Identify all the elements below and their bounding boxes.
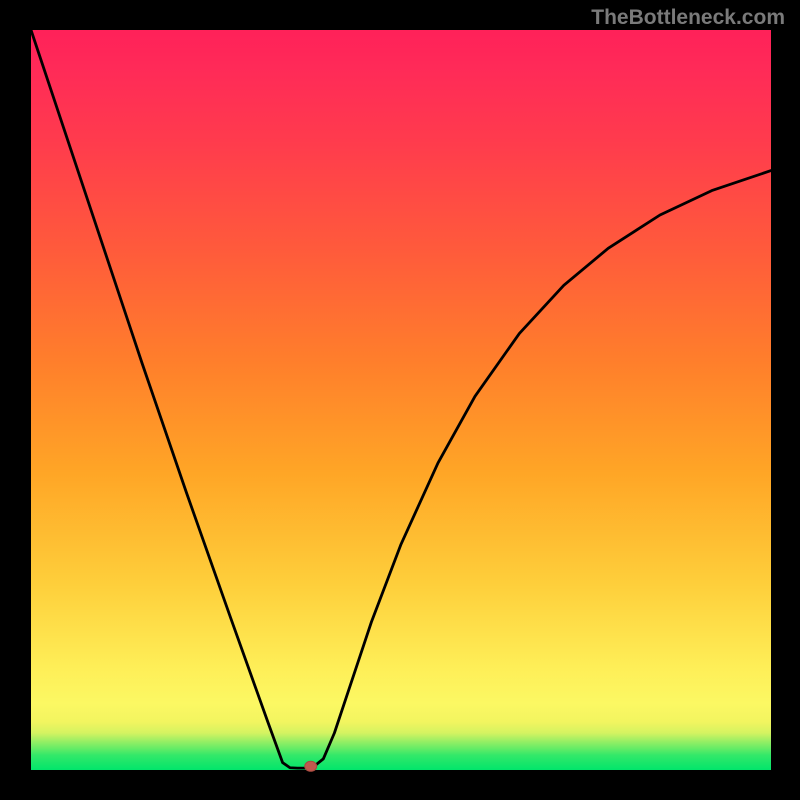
- optimum-marker: [305, 761, 317, 771]
- bottleneck-curve: [31, 30, 771, 768]
- plot-area: [31, 30, 771, 770]
- curve-layer: [31, 30, 771, 770]
- watermark-text: TheBottleneck.com: [591, 6, 785, 30]
- chart-container: TheBottleneck.com: [0, 0, 800, 800]
